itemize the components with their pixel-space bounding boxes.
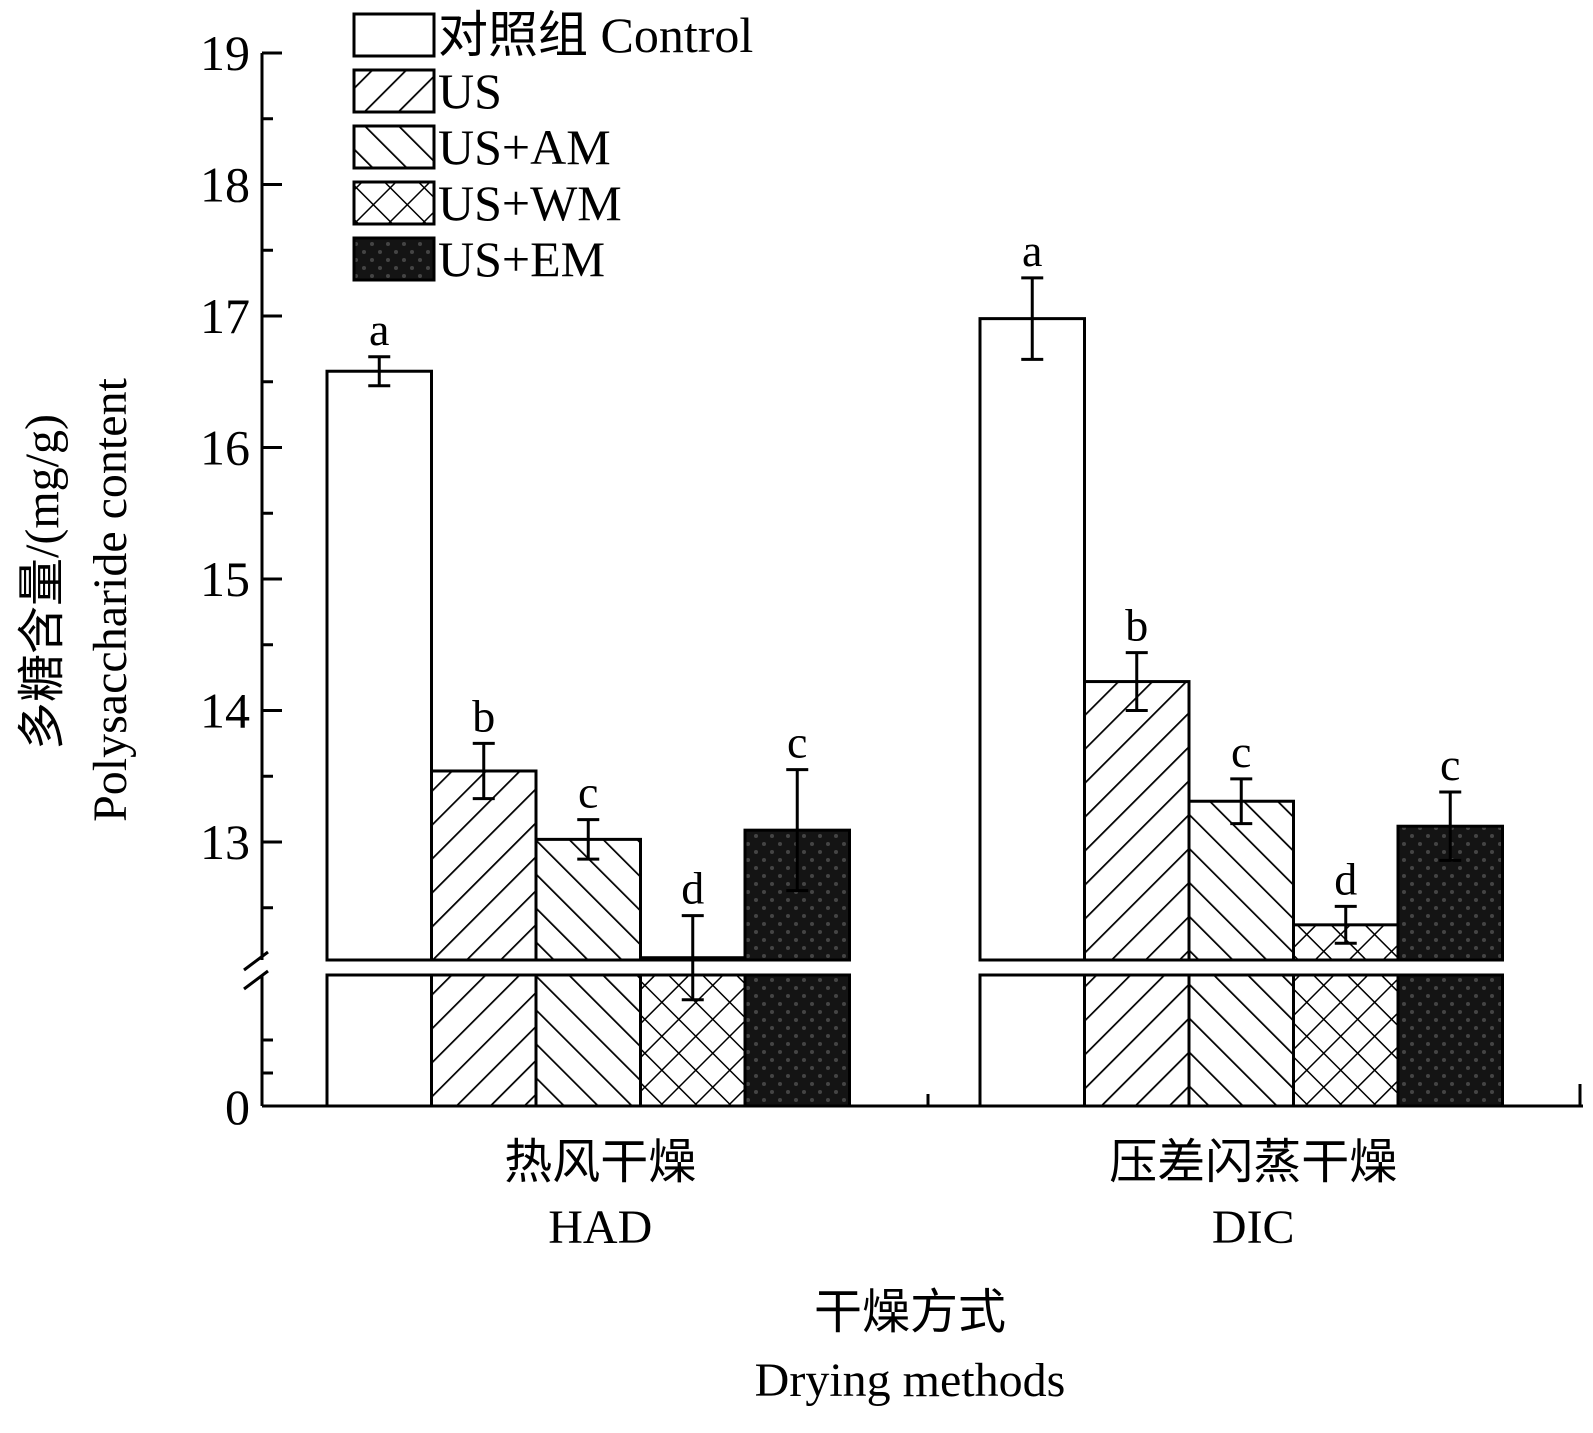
bar-lower-segment [1083, 973, 1191, 1108]
y-tick-label: 17 [200, 288, 250, 344]
legend-swatch [352, 236, 436, 282]
bar [1187, 799, 1295, 962]
legend-swatch [352, 12, 436, 58]
x-axis-title-en: Drying methods [755, 1354, 1066, 1407]
x-category-label-cn: 热风干燥 [504, 1136, 696, 1189]
x-category-label-cn: 压差闪蒸干燥 [1109, 1136, 1397, 1189]
significance-label: d [1334, 853, 1357, 904]
significance-label: c [1231, 726, 1251, 777]
bar-lower-segment [534, 973, 642, 1108]
significance-label: a [369, 304, 389, 355]
y-tick-label: 0 [225, 1079, 250, 1135]
bar-lower-segment [978, 973, 1086, 1108]
y-tick-label: 18 [200, 157, 250, 213]
y-tick-label: 19 [200, 25, 250, 81]
bar [325, 369, 433, 962]
significance-label: a [1022, 225, 1042, 276]
significance-label: c [578, 767, 598, 818]
bar-lower-segment [743, 973, 851, 1108]
legend-swatch [352, 68, 436, 114]
x-category-label-en: DIC [1212, 1201, 1295, 1254]
bar [1083, 680, 1191, 962]
bar-lower-segment [430, 973, 538, 1108]
x-category-label-en: HAD [548, 1201, 652, 1254]
y-axis-title-cn: 多糖含量/(mg/g) [16, 414, 69, 750]
bar [430, 769, 538, 962]
significance-label: c [1440, 739, 1460, 790]
bar-lower-segment [1396, 973, 1504, 1108]
bar-lower-segment [325, 973, 433, 1108]
bar [978, 317, 1086, 962]
y-tick-label: 15 [200, 551, 250, 607]
y-tick-label: 13 [200, 814, 250, 870]
legend-label: US+EM [438, 231, 605, 287]
y-axis-title-en: Polysaccharide content [84, 377, 137, 822]
legend-swatch [352, 124, 436, 170]
legend-label: 对照组 Control [438, 7, 753, 63]
significance-label: b [1125, 600, 1148, 651]
axis-break-mark [243, 950, 269, 972]
y-tick-label: 14 [200, 683, 250, 739]
legend-swatch [352, 180, 436, 226]
significance-label: c [787, 717, 807, 768]
bar-lower-segment [1187, 973, 1295, 1108]
legend-label: US+AM [438, 119, 611, 175]
significance-label: d [681, 863, 704, 914]
axes: 13 14 15 16 17 18 19 0 热风干燥 HAD 压差闪蒸干燥 DIC [200, 25, 1583, 1254]
legend-label: US+WM [438, 175, 622, 231]
axis-break-mark [243, 969, 269, 991]
bars-group: a a b b c c d d c c [325, 225, 1504, 1108]
significance-label: b [472, 690, 495, 741]
bar-lower-segment [1292, 973, 1400, 1108]
x-axis-title-cn: 干燥方式 [814, 1286, 1006, 1339]
y-tick-label: 16 [200, 420, 250, 476]
legend-label: US [438, 63, 502, 119]
